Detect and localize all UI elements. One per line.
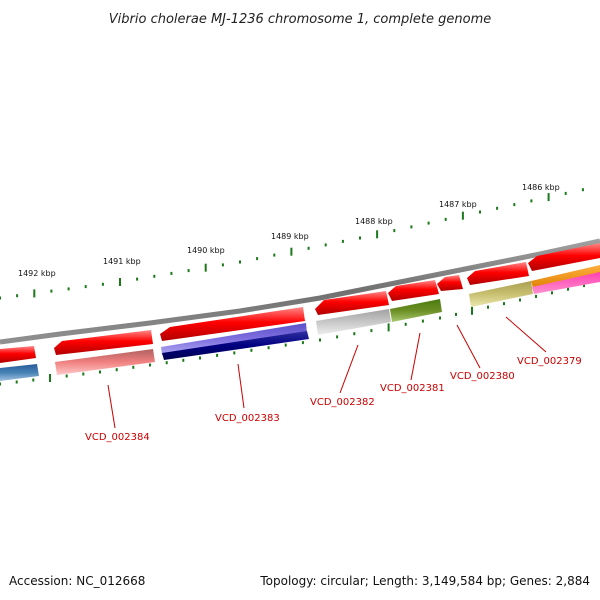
tick-label: 1487 kbp (439, 200, 477, 209)
cds-arrow[interactable] (54, 330, 153, 355)
cds-bar[interactable] (161, 323, 307, 355)
cds-arrow[interactable] (467, 262, 529, 285)
gene-label[interactable]: VCD_002382 (310, 397, 375, 408)
gene-label-leaders (107, 316, 547, 429)
genome-backbone (0, 238, 600, 345)
cds-arrow[interactable] (160, 307, 305, 341)
cds-arrow[interactable] (528, 243, 600, 271)
gene-label[interactable]: VCD_002383 (215, 413, 280, 424)
genome-summary-text: Topology: circular; Length: 3,149,584 bp… (260, 574, 590, 588)
gene-label[interactable]: VCD_002380 (450, 371, 515, 382)
tick-label: 1489 kbp (271, 232, 309, 241)
kbp-tick-labels: 1492 kbp 1491 kbp 1490 kbp 1489 kbp 1488… (18, 183, 560, 278)
cds-bar[interactable] (469, 281, 533, 307)
cds-arrow[interactable] (388, 280, 439, 301)
leader-line (410, 332, 421, 381)
cds-arrow[interactable] (315, 291, 389, 315)
cds-bar[interactable] (0, 364, 39, 381)
cds-bar[interactable] (531, 265, 600, 288)
tick-label: 1488 kbp (355, 217, 393, 226)
cds-bar[interactable] (316, 309, 391, 335)
inner-gc-track (0, 284, 585, 386)
leader-line (107, 384, 116, 429)
cds-arrow[interactable] (437, 275, 463, 291)
cds-bar[interactable] (532, 272, 600, 294)
tick-label: 1491 kbp (103, 257, 141, 266)
cds-bar[interactable] (55, 349, 155, 375)
forward-cds-track (0, 243, 600, 363)
tick-label: 1486 kbp (522, 183, 560, 192)
gene-label[interactable]: VCD_002381 (380, 383, 445, 394)
cog-category-track (0, 265, 600, 381)
leader-line (339, 344, 359, 394)
tick-label: 1490 kbp (187, 246, 225, 255)
map-title: Vibrio cholerae MJ-1236 chromosome 1, co… (109, 12, 491, 27)
gene-label[interactable]: VCD_002379 (517, 356, 582, 367)
gene-labels: VCD_002384 VCD_002383 VCD_002382 VCD_002… (85, 356, 582, 443)
outer-gc-track (0, 188, 584, 300)
accession-text: Accession: NC_012668 (9, 574, 146, 588)
leader-line (505, 316, 547, 353)
cds-bar[interactable] (390, 299, 442, 322)
tick-label: 1492 kbp (18, 269, 56, 278)
leader-line (456, 324, 481, 369)
cds-bar[interactable] (162, 331, 309, 360)
cds-arrow[interactable] (0, 346, 36, 363)
gene-label[interactable]: VCD_002384 (85, 432, 150, 443)
leader-line (237, 363, 245, 409)
